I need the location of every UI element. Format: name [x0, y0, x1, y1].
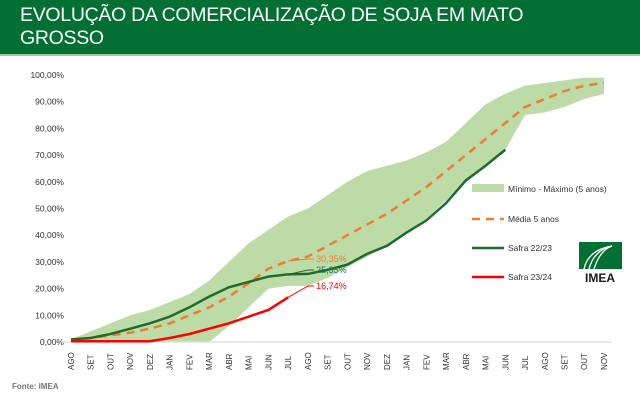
x-tick-label: AGO [67, 352, 76, 370]
x-tick-label: OUT [343, 353, 352, 370]
x-tick-label: MAI [245, 356, 254, 370]
page-title: EVOLUÇÃO DA COMERCIALIZAÇÃO DE SOJA EM M… [20, 4, 524, 49]
legend-label: Média 5 anos [508, 214, 559, 224]
imea-logo-text: IMEA [585, 271, 615, 285]
x-tick-label: FEV [422, 354, 431, 370]
series-line-0 [70, 81, 605, 342]
legend-label: Safra 23/24 [508, 272, 552, 282]
x-tick-label: JUL [284, 355, 293, 370]
x-tick-label: DEZ [383, 354, 392, 370]
y-tick-label: 30,00% [35, 257, 64, 267]
y-tick-label: 40,00% [35, 230, 64, 240]
source-note: Fonte: IMEA [12, 382, 59, 391]
legend-label: Safra 22/23 [508, 243, 552, 253]
x-tick-label: SET [561, 354, 570, 370]
annotation-label: 25,35% [316, 265, 347, 275]
y-tick-label: 80,00% [35, 123, 64, 133]
x-tick-label: AGO [304, 352, 313, 370]
x-tick-label: JAN [403, 355, 412, 370]
x-tick-label: NOV [363, 352, 372, 370]
imea-logo-stripe [593, 245, 613, 270]
y-tick-label: 70,00% [35, 150, 64, 160]
x-tick-label: OUT [580, 353, 589, 370]
annotation-leader [288, 258, 315, 262]
y-tick-label: 60,00% [35, 177, 64, 187]
x-tick-label: DEZ [146, 354, 155, 370]
y-tick-label: 100,00% [30, 70, 64, 80]
y-tick-label: 50,00% [35, 204, 64, 214]
legend-swatch-band [472, 184, 504, 192]
x-tick-label: AGO [541, 352, 550, 370]
header-banner: EVOLUÇÃO DA COMERCIALIZAÇÃO DE SOJA EM M… [0, 0, 640, 56]
x-tick-label: FEV [185, 354, 194, 370]
y-tick-label: 90,00% [35, 97, 64, 107]
annotation-leader [287, 285, 315, 298]
y-tick-label: 0,00% [40, 337, 65, 347]
annotation-label: 16,74% [316, 281, 347, 291]
x-tick-label: JUL [521, 355, 530, 370]
x-tick-label: MAR [205, 352, 214, 370]
x-tick-label: SET [87, 354, 96, 370]
x-tick-label: JAN [166, 355, 175, 370]
x-tick-label: ABR [462, 353, 471, 370]
x-tick-label: OUT [106, 353, 115, 370]
x-tick-label: MAR [442, 352, 451, 370]
x-tick-label: ABR [225, 353, 234, 370]
y-tick-label: 20,00% [35, 284, 64, 294]
x-tick-label: JUN [501, 354, 510, 370]
x-tick-label: MAI [482, 356, 491, 370]
x-tick-label: JUN [264, 354, 273, 370]
x-tick-label: NOV [126, 352, 135, 370]
annotation-leader [288, 269, 315, 275]
series-line-2 [71, 296, 289, 343]
annotation-label: 30,35% [316, 254, 347, 264]
x-tick-label: SET [324, 354, 333, 370]
x-tick-label: NOV [600, 352, 609, 370]
min-max-band [71, 77, 604, 343]
y-tick-label: 10,00% [35, 310, 64, 320]
legend-label: Mínimo - Máximo (5 anos) [508, 184, 607, 194]
